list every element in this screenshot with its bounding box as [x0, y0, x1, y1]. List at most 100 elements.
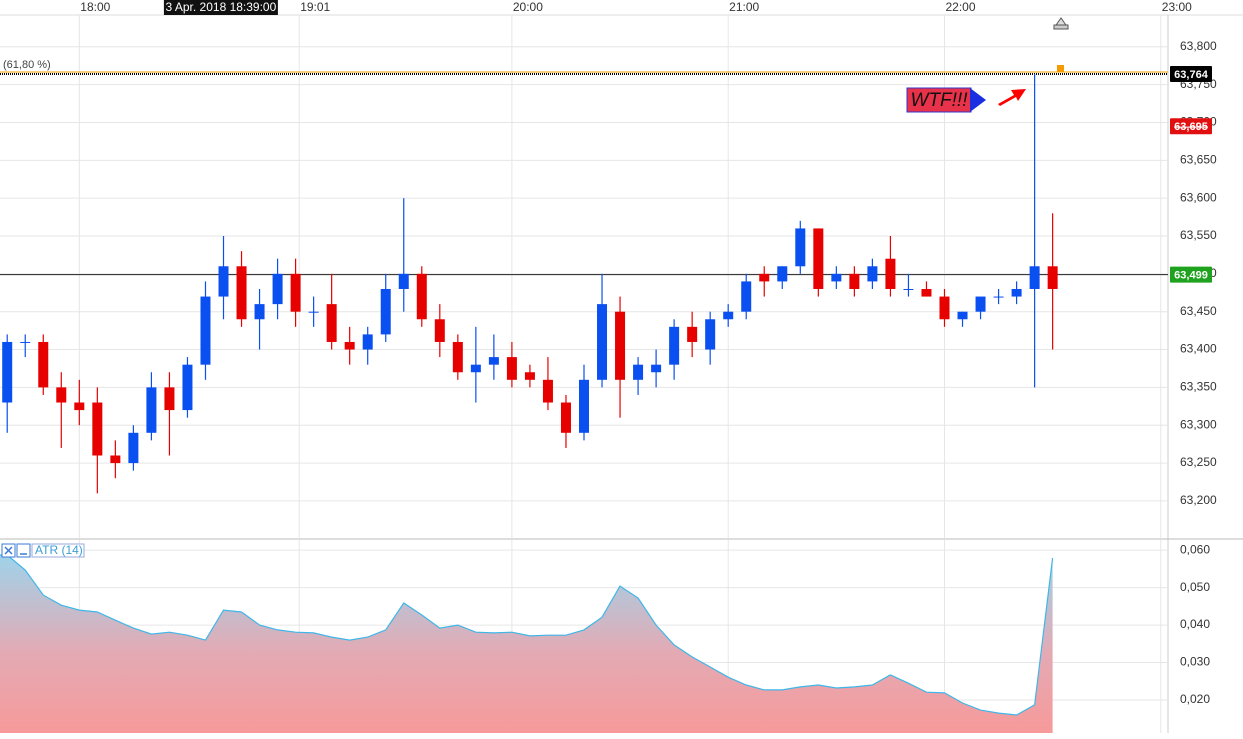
candle-body [20, 341, 31, 343]
close-icon [4, 546, 13, 555]
candle-body [813, 228, 824, 289]
candle-body [308, 311, 319, 313]
candle-body [1029, 266, 1040, 289]
y-tick-label: 63,350 [1180, 380, 1217, 394]
candle-body [921, 288, 932, 297]
y-tick-label: 63,550 [1180, 228, 1217, 242]
candle-body [272, 273, 283, 305]
y-tick-label: 0,040 [1180, 617, 1210, 631]
y-tick-label: 63,650 [1180, 152, 1217, 166]
legend-label: ATR (14) [35, 543, 83, 557]
candle-body [651, 364, 662, 373]
candle-body [344, 341, 355, 350]
price-label-box [1170, 118, 1212, 135]
candle-body [434, 319, 445, 342]
x-tick-label: 22:00 [945, 0, 975, 14]
y-tick-label: 63,450 [1180, 304, 1217, 318]
candle-body [885, 258, 896, 289]
y-tick-label: 63,250 [1180, 455, 1217, 469]
candle-body [218, 266, 229, 297]
candle-body [542, 379, 553, 403]
candle-body [615, 311, 626, 380]
candle-body [831, 273, 842, 282]
area-fill [0, 555, 1053, 733]
candle-body [506, 357, 517, 380]
candle-body [1011, 288, 1022, 297]
y-tick-label: 63,300 [1180, 417, 1217, 431]
x-tick-label: 23:00 [1162, 0, 1192, 14]
candle-body [236, 266, 247, 320]
candle-body [56, 387, 67, 403]
candle-body [362, 334, 373, 350]
candle-body [669, 326, 680, 365]
price-label-box [1170, 66, 1212, 83]
candle-body [903, 288, 914, 290]
area-line [0, 554, 1054, 716]
y-tick-label: 63,200 [1180, 493, 1217, 507]
candle-body [993, 296, 1004, 298]
candle-body [741, 281, 752, 312]
candle-body [777, 266, 788, 282]
price-label-box [1170, 266, 1212, 283]
annotation-box [906, 87, 972, 113]
candle-body [200, 296, 211, 365]
x-tick-label: 20:00 [513, 0, 543, 14]
plot-layer: 63,80063,75063,70063,65063,60063,55063,5… [0, 0, 1217, 733]
annotation: WTF!!! [906, 87, 1026, 113]
candle-body [488, 357, 499, 365]
annotation-pointer [970, 88, 986, 112]
scroll-home-icon[interactable] [1053, 17, 1069, 30]
crosshair-label-box [163, 0, 278, 15]
candle-body [687, 326, 698, 342]
price-label: 63,764 [1174, 69, 1209, 81]
candle-body [398, 273, 409, 289]
candle-body [939, 296, 950, 320]
y-tick-label: 63,800 [1180, 39, 1217, 53]
candle-body [164, 387, 175, 411]
y-tick-label: 0,050 [1180, 580, 1210, 594]
candle-body [795, 228, 806, 267]
candle-body [867, 266, 878, 282]
candle-body [182, 364, 193, 411]
candle-body [975, 296, 986, 312]
candle-body [452, 341, 463, 373]
fib-handle[interactable] [1057, 65, 1064, 72]
y-tick-label: 0,020 [1180, 692, 1210, 706]
candle-body [290, 273, 301, 312]
y-tick-label: 0,030 [1180, 655, 1210, 669]
y-tick-label: 63,600 [1180, 190, 1217, 204]
x-tick-label: 19:01 [300, 0, 330, 14]
candle-body [146, 387, 157, 433]
candle-body [2, 341, 13, 403]
candle-body [416, 273, 427, 320]
candle-body [633, 364, 644, 380]
candle-body [579, 379, 589, 433]
candle-body [1047, 266, 1058, 289]
candle-body [723, 311, 734, 320]
candle-body [92, 402, 103, 456]
annotation-text: WTF!!! [911, 90, 969, 111]
crosshair-label: 3 Apr. 2018 18:39:00 [166, 0, 277, 14]
candle-body [380, 288, 391, 335]
y-tick-label: 63,400 [1180, 342, 1217, 356]
candle-body [110, 455, 121, 464]
candle-body [38, 341, 49, 388]
legend-box[interactable] [31, 543, 85, 558]
indicator-legend: ATR (14) [1, 543, 85, 558]
candle-body [957, 311, 968, 320]
price-label: 63,695 [1174, 121, 1208, 133]
y-tick-label: 0,060 [1180, 542, 1210, 556]
minimize-button[interactable] [16, 543, 31, 558]
candle-body [849, 273, 860, 289]
candle-body [705, 319, 716, 350]
candle-body [326, 304, 337, 342]
candle-body [597, 304, 608, 380]
candle-body [74, 402, 85, 411]
price-label: 63,499 [1174, 270, 1208, 282]
candle-body [560, 402, 571, 433]
candle-body [759, 273, 770, 282]
x-tick-label: 18:00 [80, 0, 110, 14]
x-tick-label: 21:00 [729, 0, 759, 14]
fib-level-label: (61,80 %) [3, 59, 51, 71]
